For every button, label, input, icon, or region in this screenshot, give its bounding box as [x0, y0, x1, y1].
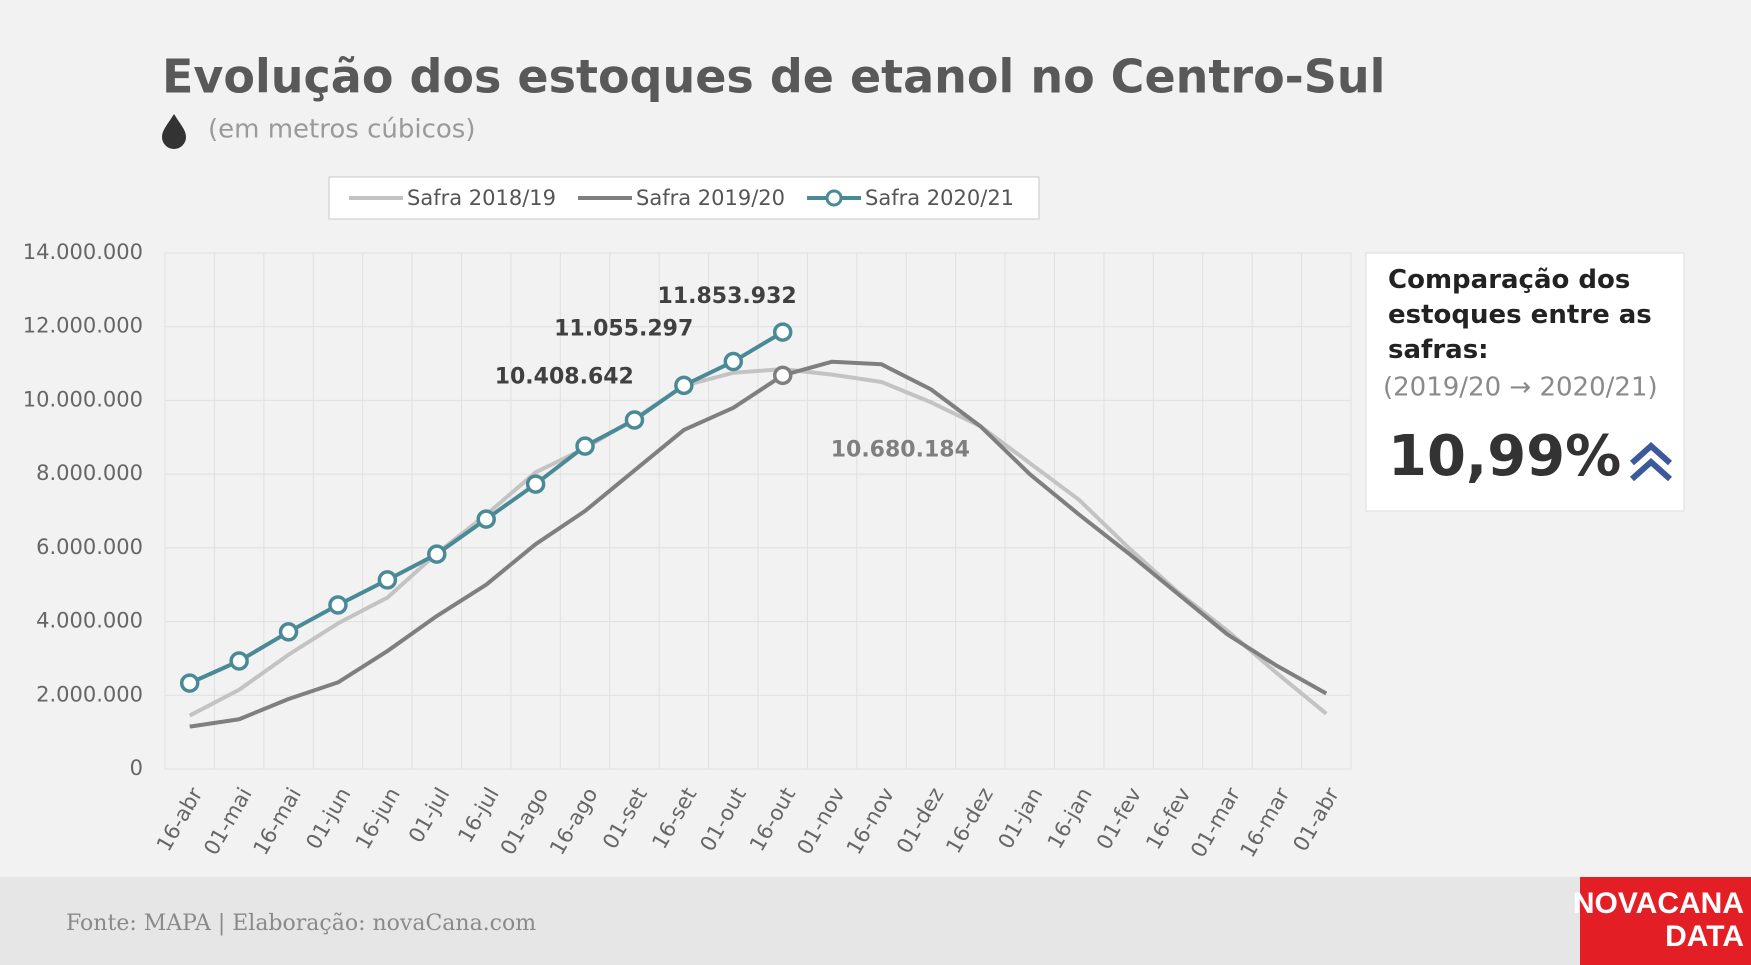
drop-icon: [162, 114, 186, 149]
panel-change: 10,99%: [1388, 424, 1621, 489]
point-marker: [427, 544, 447, 564]
data-label: 11.055.297: [554, 317, 693, 342]
y-tick-label: 4.000.000: [36, 609, 143, 633]
y-tick-label: 10.000.000: [23, 387, 143, 411]
point-marker: [772, 365, 793, 386]
y-tick-label: 12.000.000: [23, 314, 143, 338]
point-marker: [328, 595, 348, 615]
series-line: [189, 359, 1328, 729]
logo: [1580, 877, 1751, 965]
footer-source: Fonte: MAPA | Elaboração: novaCana.com: [66, 911, 536, 936]
legend-label: Safra 2020/21: [865, 186, 1014, 210]
y-tick-label: 2.000.000: [36, 682, 143, 706]
point-marker: [179, 673, 200, 693]
legend-items: Safra 2018/19 Safra 2019/20 Safra 2020/21: [349, 186, 1014, 210]
up-arrow-icon: [1629, 441, 1673, 482]
point-marker: [525, 474, 546, 494]
point-marker: [278, 622, 299, 642]
series-line: [188, 367, 1328, 718]
point-marker: [674, 375, 694, 396]
y-tick-label: 0: [130, 756, 143, 780]
legend: [328, 176, 1040, 220]
point-marker: [575, 436, 595, 456]
data-label: 10.680.184: [831, 437, 970, 462]
data-label: 11.853.932: [658, 284, 797, 309]
y-tick-label: 14.000.000: [23, 240, 143, 264]
logo-top: NOVACANA: [1573, 887, 1744, 920]
panel-comparison: (2019/20 → 2020/21): [1383, 373, 1658, 403]
point-marker: [772, 322, 793, 342]
data-label: 10.408.642: [495, 364, 634, 389]
panel-heading-text: estoques entre as: [1388, 300, 1652, 330]
chart-title: Evolução dos estoques de etanol no Centr…: [162, 50, 1385, 104]
point-marker: [624, 410, 645, 430]
panel-heading-text: safras:: [1388, 335, 1489, 365]
legend-marker: [825, 189, 843, 207]
footer-band: [0, 877, 1751, 965]
y-tick-label: 6.000.000: [36, 535, 143, 559]
point-marker: [476, 509, 496, 529]
chart-subtitle: (em metros cúbicos): [208, 115, 475, 145]
point-marker: [723, 351, 744, 372]
panel-heading-text: Comparação dos: [1388, 265, 1630, 295]
panel-heading: Comparação dos estoques entre as safras:: [1388, 265, 1652, 365]
legend-label: Safra 2018/19: [407, 186, 556, 210]
point-marker: [377, 570, 398, 590]
legend-label: Safra 2019/20: [636, 186, 785, 210]
logo-bottom: DATA: [1665, 920, 1744, 953]
y-tick-label: 8.000.000: [36, 461, 143, 485]
comparison-panel: [1365, 252, 1685, 512]
point-marker: [229, 651, 249, 671]
